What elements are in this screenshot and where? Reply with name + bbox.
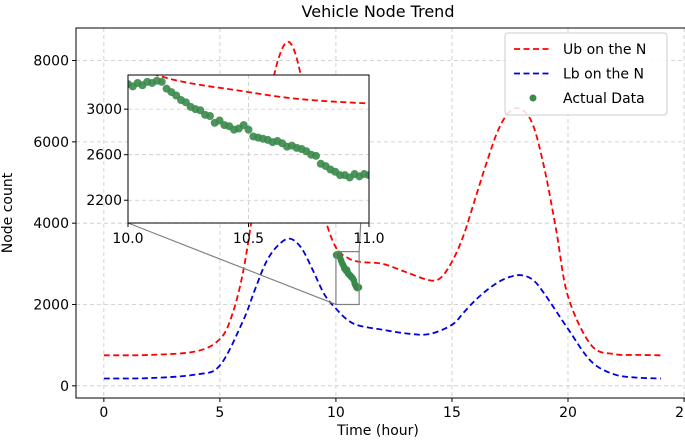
x-tick-label: 25: [675, 405, 685, 421]
x-tick-label: 5: [215, 405, 224, 421]
inset-x-tick-label: 10.0: [112, 231, 143, 247]
legend: Ub on the N Lb on the N Actual Data: [504, 32, 668, 116]
x-ticks: 0 5 10 15 20 25: [99, 398, 685, 421]
legend-swatch-actual: [529, 94, 537, 102]
inset-x-ticks: 10.0 10.5 11.0: [112, 223, 385, 247]
y-tick-label: 8000: [33, 54, 69, 70]
inset-data-point: [205, 111, 214, 120]
legend-entries: Ub on the N Lb on the N Actual Data: [514, 42, 646, 107]
zoom-region-box: [335, 251, 360, 306]
inset-y-tick-label: 2200: [86, 193, 122, 209]
main-series: [103, 40, 661, 380]
y-tick-label: 4000: [33, 216, 69, 232]
inset-data-point: [311, 151, 320, 160]
main-axes-frame: [75, 27, 685, 399]
inset-data-point: [157, 77, 166, 86]
inset-y-tick-label: 3000: [86, 102, 122, 118]
inset-x-tick-label: 11.0: [353, 231, 384, 247]
legend-label: Ub on the N: [563, 42, 646, 58]
inset-y-ticks: 2200 2600 3000: [86, 102, 128, 209]
inset-plot: 10.0 10.5 11.0 2200 2600 3000: [86, 74, 385, 247]
y-axis-label: Node count: [0, 172, 16, 253]
y-tick-label: 6000: [33, 135, 69, 151]
x-tick-label: 0: [99, 405, 108, 421]
inset-x-tick-label: 10.5: [233, 231, 264, 247]
x-tick-label: 10: [327, 405, 345, 421]
legend-label: Actual Data: [563, 91, 645, 107]
y-ticks: 0 2000 4000 6000 8000: [33, 54, 76, 395]
x-tick-label: 20: [559, 405, 577, 421]
inset-y-tick-label: 2600: [86, 148, 122, 164]
x-tick-label: 15: [443, 405, 461, 421]
inset-series: [128, 75, 369, 182]
inset-data-point: [244, 125, 253, 134]
legend-box: [504, 32, 668, 116]
series-line-lb: [103, 237, 661, 380]
y-tick-label: 0: [60, 379, 69, 395]
legend-label: Lb on the N: [563, 67, 644, 83]
chart-title: Vehicle Node Trend: [302, 2, 455, 21]
inset-data-point: [365, 171, 369, 180]
zoom-connector-line: [127, 222, 337, 306]
y-tick-label: 2000: [33, 297, 69, 313]
x-axis-label: Time (hour): [336, 423, 419, 439]
series-line-ub: [103, 40, 661, 357]
